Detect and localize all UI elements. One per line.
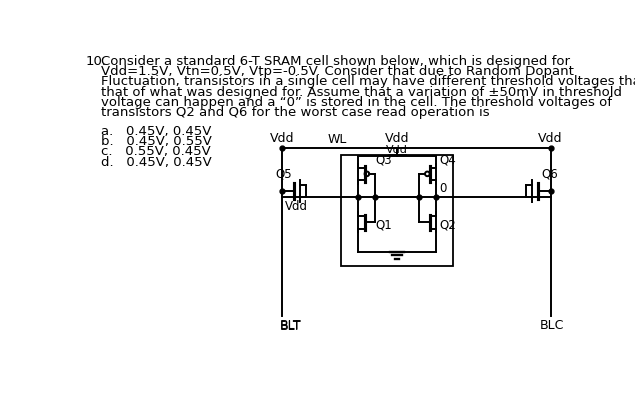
Text: Vdd=1.5V, Vtn=0.5V, Vtp=-0.5V. Consider that due to Random Dopant: Vdd=1.5V, Vtn=0.5V, Vtp=-0.5V. Consider … (101, 65, 574, 78)
Text: BLT: BLT (280, 320, 302, 332)
Text: Q4: Q4 (440, 153, 457, 166)
Text: Fluctuation, transistors in a single cell may have different threshold voltages : Fluctuation, transistors in a single cel… (101, 75, 635, 88)
Text: BLC: BLC (540, 320, 564, 332)
Text: Q5: Q5 (276, 167, 292, 180)
Text: Vdd: Vdd (285, 200, 308, 213)
Text: BLT: BLT (280, 320, 302, 333)
Text: b.   0.45V, 0.55V: b. 0.45V, 0.55V (101, 135, 212, 148)
Text: c.   0.55V, 0.45V: c. 0.55V, 0.45V (101, 145, 211, 158)
Text: Consider a standard 6-T SRAM cell shown below, which is designed for: Consider a standard 6-T SRAM cell shown … (101, 54, 570, 68)
Text: Vdd: Vdd (538, 132, 563, 145)
Text: Q6: Q6 (541, 167, 558, 180)
Text: Q3: Q3 (375, 153, 392, 166)
Text: transistors Q2 and Q6 for the worst case read operation is: transistors Q2 and Q6 for the worst case… (101, 106, 490, 120)
Text: WL: WL (328, 133, 347, 146)
Text: Q1: Q1 (375, 218, 392, 232)
Text: 10.: 10. (86, 54, 107, 68)
Text: that of what was designed for. Assume that a variation of ±50mV in threshold: that of what was designed for. Assume th… (101, 86, 622, 99)
Bar (342, 155, 453, 266)
Text: Vdd: Vdd (386, 145, 408, 155)
Text: Vdd: Vdd (270, 132, 295, 145)
Text: Q2: Q2 (440, 218, 457, 232)
Text: Vdd: Vdd (385, 132, 410, 145)
Text: a.   0.45V, 0.45V: a. 0.45V, 0.45V (101, 125, 211, 137)
Text: 0: 0 (440, 183, 447, 195)
Text: d.   0.45V, 0.45V: d. 0.45V, 0.45V (101, 156, 212, 169)
Text: voltage can happen and a “0” is stored in the cell. The threshold voltages of: voltage can happen and a “0” is stored i… (101, 96, 612, 109)
